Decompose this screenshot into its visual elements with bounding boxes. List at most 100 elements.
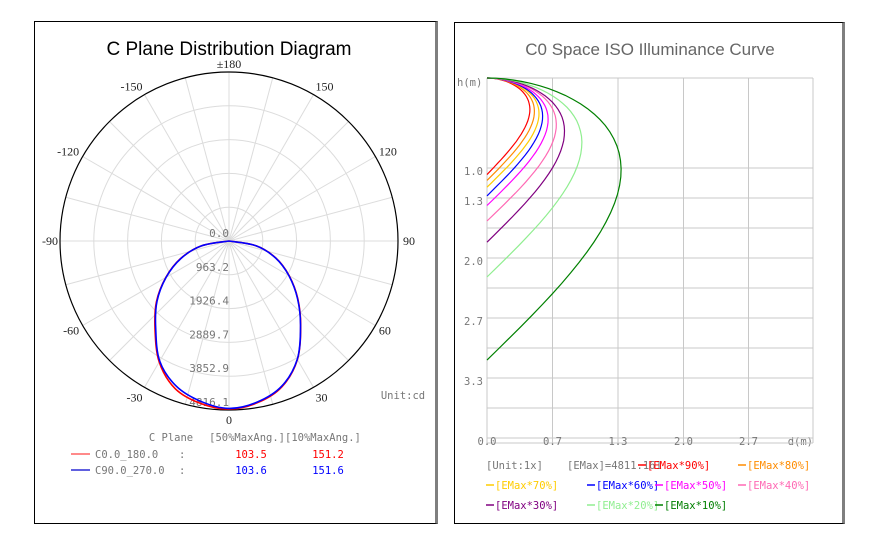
legend-header-angles: [50%MaxAng.][10%MaxAng.] (209, 432, 361, 444)
y-tick-label: 1.0 (464, 166, 483, 178)
polar-chart-title: C Plane Distribution Diagram (107, 39, 352, 60)
legend-header-cplane: C Plane (149, 432, 193, 444)
legend-sep-c0: : (179, 449, 185, 461)
iso-curves (486, 77, 622, 361)
y-tick-label: 2.0 (464, 256, 483, 268)
iso-legend-label: [EMax*90%] (647, 460, 710, 472)
angle-label: 90 (403, 234, 415, 248)
y-tick-label: 3.3 (464, 376, 483, 388)
polar-spoke (228, 77, 274, 242)
ring-label: 963.2 (196, 261, 229, 274)
iso-curve (486, 77, 583, 278)
polar-spoke (184, 77, 230, 242)
polar-spoke (184, 240, 230, 405)
polar-spoke (228, 240, 349, 361)
unit-label: Unit:cd (381, 390, 425, 402)
iso-legend-label: [EMax*80%] (747, 460, 810, 472)
polar-chart-panel: C Plane Distribution Diagram 0.0 963.2 192… (34, 21, 438, 524)
polar-spoke (228, 121, 349, 242)
iso-ticks: 0.0 0.7 1.3 2.0 2.7 1.0 1.3 2.0 2.7 3.3 (464, 166, 758, 448)
legend-c0-10: 151.2 (312, 449, 344, 461)
x-tick-label: 2.0 (674, 436, 693, 448)
polar-spoke (65, 196, 230, 242)
angle-label: 0 (226, 413, 232, 427)
iso-curve (486, 77, 531, 176)
y-axis-label: h(m) (457, 77, 482, 89)
polar-ring (194, 206, 264, 276)
polar-ring (127, 139, 331, 343)
polar-spoke (65, 240, 230, 286)
polar-legend: C Plane [50%MaxAng.][10%MaxAng.] C0.0_18… (71, 432, 361, 477)
polar-chart: C Plane Distribution Diagram 0.0 963.2 192… (42, 39, 425, 477)
polar-ring (160, 172, 298, 310)
legend-c90-50: 103.6 (235, 465, 267, 477)
legend-label-c90: C90.0_270.0 (95, 465, 165, 477)
x-tick-label: 0.7 (543, 436, 562, 448)
iso-curve (486, 77, 566, 243)
legend-sep-c90: : (179, 465, 185, 477)
legend-c90-10: 151.6 (312, 465, 344, 477)
polar-outer-circle (59, 71, 399, 411)
polar-spoke (228, 94, 314, 242)
angle-label: -120 (57, 145, 79, 159)
iso-curve (486, 77, 536, 181)
polar-spoke (144, 94, 230, 242)
iso-curve (486, 77, 540, 188)
polar-grid (59, 71, 399, 411)
iso-grid (486, 77, 814, 444)
iso-legend-label: [EMax*30%] (495, 500, 558, 512)
iso-curve (486, 77, 622, 361)
legend-label-c0: C0.0_180.0 (95, 449, 158, 461)
ring-label: 1926.4 (189, 295, 229, 308)
iso-chart-title: C0 Space ISO Illuminance Curve (525, 40, 774, 59)
x-tick-label: 1.3 (609, 436, 628, 448)
polar-spoke (228, 240, 376, 326)
iso-chart-panel: C0 Space ISO Illuminance Curve h(m) d(m)… (454, 22, 845, 524)
ring-label: 4816.1 (189, 396, 229, 409)
ring-label: 0.0 (209, 227, 229, 240)
polar-spoke (109, 121, 230, 242)
polar-curve-c90-0-270-0 (154, 240, 302, 410)
iso-curve (486, 77, 557, 222)
iso-legend-label: [EMax*60%] (596, 480, 659, 492)
x-tick-label: 2.7 (739, 436, 758, 448)
polar-curves (153, 240, 302, 410)
legend-unit: [Unit:1x] (486, 460, 543, 472)
polar-spoke (82, 156, 230, 242)
angle-labels: ±180 -150 150 -120 120 -90 90 -60 60 -30 30 0 (42, 57, 415, 427)
polar-spoke (228, 156, 376, 242)
polar-spoke (228, 196, 393, 242)
polar-spoke (228, 240, 393, 286)
angle-label: 150 (316, 80, 334, 94)
angle-label: -30 (127, 390, 143, 404)
x-tick-label: 0.0 (478, 436, 497, 448)
y-tick-label: 2.7 (464, 316, 483, 328)
ring-label: 3852.9 (189, 362, 229, 375)
ring-labels: 0.0 963.2 1926.4 2889.7 3852.9 4816.1 (189, 227, 229, 409)
angle-label: -150 (121, 80, 143, 94)
iso-legend-label: [EMax*40%] (747, 480, 810, 492)
angle-label: -60 (63, 324, 79, 338)
legend-c0-50: 103.5 (235, 449, 267, 461)
legend-emax: [EMax]=4811.161 (567, 460, 662, 472)
polar-spoke (228, 240, 314, 388)
iso-legend-label: [EMax*10%] (664, 500, 727, 512)
angle-label: ±180 (217, 57, 242, 71)
y-tick-label: 1.3 (464, 196, 483, 208)
polar-spoke (144, 240, 230, 388)
iso-legend-label: [EMax*50%] (664, 480, 727, 492)
angle-label: 60 (379, 324, 391, 338)
polar-spoke (109, 240, 230, 361)
polar-spoke (82, 240, 230, 326)
iso-chart: C0 Space ISO Illuminance Curve h(m) d(m)… (457, 40, 814, 512)
polar-spoke (228, 240, 274, 405)
iso-legend-label: [EMax*70%] (495, 480, 558, 492)
iso-legend-label: [EMax*20%] (596, 500, 659, 512)
angle-label: 30 (316, 390, 328, 404)
angle-label: -90 (42, 234, 58, 248)
polar-ring (93, 105, 365, 377)
iso-legend: [Unit:1x] [EMax]=4811.161 [EMax*90%] [EMa… (486, 460, 810, 512)
angle-label: 120 (379, 145, 397, 159)
x-axis-label: d(m) (788, 436, 813, 448)
ring-label: 2889.7 (189, 328, 229, 341)
